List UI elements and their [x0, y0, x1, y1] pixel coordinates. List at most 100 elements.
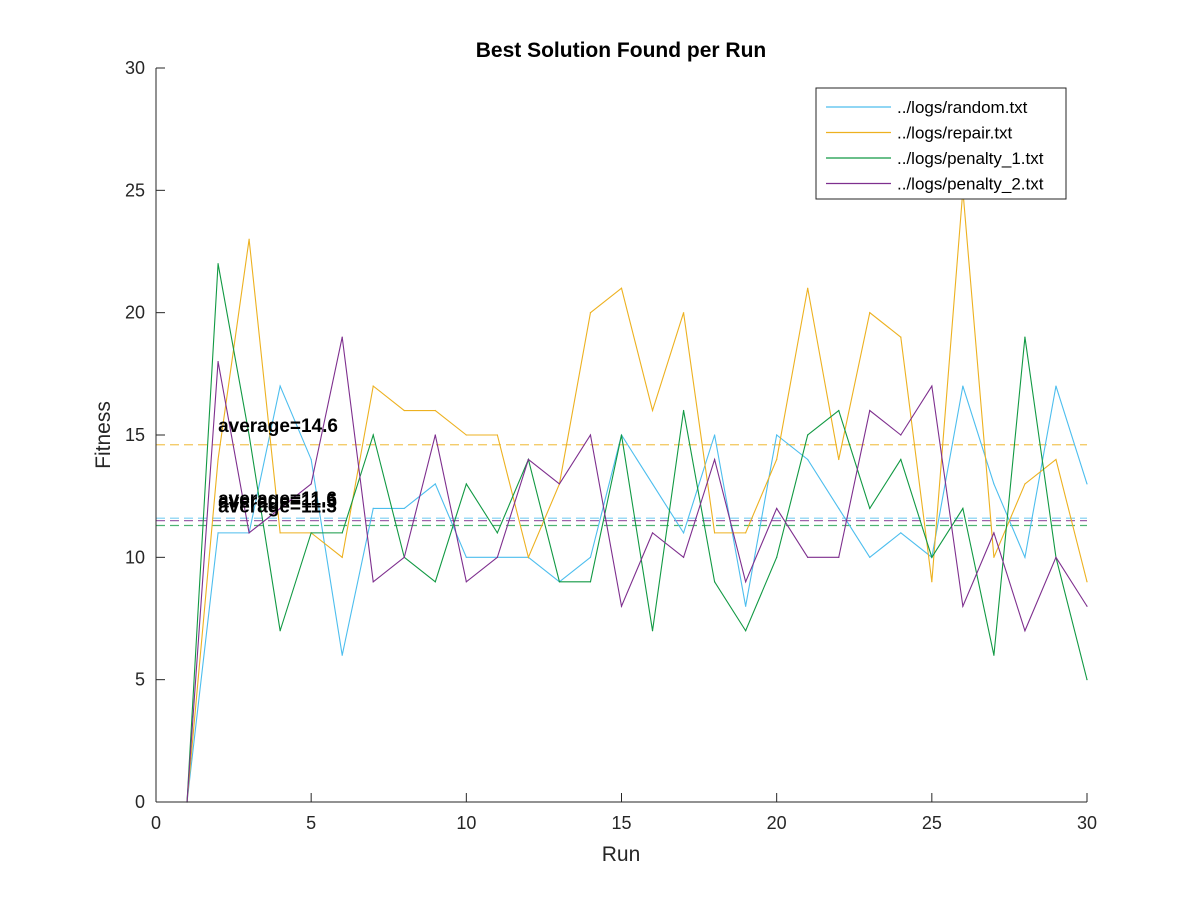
legend: ../logs/random.txt ../logs/repair.txt ../l… — [815, 87, 1067, 200]
data-point — [962, 507, 964, 509]
data-point — [434, 581, 436, 583]
data-point — [620, 434, 623, 436]
data-point — [869, 556, 871, 558]
data-point — [558, 581, 561, 583]
data-point — [1024, 630, 1026, 632]
data-point — [465, 581, 467, 583]
data-point — [1086, 483, 1088, 485]
data-point — [651, 409, 654, 412]
data-point — [589, 556, 592, 558]
data-point — [1055, 385, 1057, 387]
legend-entry: ../logs/repair.txt — [897, 124, 1013, 143]
data-point — [341, 336, 343, 338]
data-point — [993, 556, 995, 558]
series-line-3 — [186, 337, 1088, 803]
data-point — [248, 434, 250, 436]
data-point — [496, 556, 498, 558]
data-point — [838, 556, 840, 558]
y-ticks: 0 5 10 15 20 25 30 — [125, 58, 165, 812]
data-point — [1024, 336, 1026, 338]
data-point — [651, 532, 654, 534]
data-point — [807, 556, 809, 558]
data-point — [310, 458, 312, 461]
data-point — [838, 507, 840, 509]
average-annotation: average=14.6 — [218, 416, 338, 437]
data-point — [900, 532, 902, 534]
y-tick-label: 5 — [135, 670, 145, 690]
x-tick-label: 0 — [151, 813, 161, 833]
data-point — [217, 458, 219, 461]
data-point — [745, 581, 747, 583]
data-point — [807, 434, 809, 436]
data-point — [620, 605, 623, 607]
data-point — [838, 458, 840, 461]
data-point — [434, 409, 436, 412]
data-point — [465, 434, 467, 436]
data-point — [403, 556, 405, 558]
series-lines — [186, 189, 1088, 803]
average-annotation: average=11.5 — [218, 492, 337, 513]
y-axis-label: Fitness — [92, 401, 115, 469]
data-point — [807, 287, 809, 289]
data-point — [372, 434, 374, 436]
data-point — [776, 458, 778, 461]
x-tick-label: 30 — [1077, 813, 1097, 833]
legend-entry: ../logs/penalty_1.txt — [897, 149, 1044, 168]
data-point — [807, 458, 809, 461]
data-point — [776, 556, 778, 558]
data-point — [558, 483, 561, 485]
data-point — [776, 434, 778, 436]
x-axis-label: Run — [602, 843, 641, 866]
data-point — [682, 556, 685, 558]
data-point — [993, 483, 995, 485]
data-point — [931, 581, 933, 583]
data-point — [651, 630, 654, 632]
x-ticks: 0 5 10 15 20 25 30 — [151, 793, 1097, 833]
chart-title: Best Solution Found per Run — [476, 39, 766, 62]
data-point — [993, 532, 995, 534]
data-point — [372, 507, 374, 509]
average-annotation: average=11.3 — [218, 497, 337, 518]
average-lines — [156, 444, 1087, 527]
data-point — [341, 654, 343, 656]
data-point — [962, 605, 964, 607]
data-point — [434, 483, 436, 485]
data-point — [341, 532, 343, 534]
data-point — [1024, 483, 1026, 485]
data-point — [869, 409, 871, 412]
data-point — [589, 581, 592, 583]
data-point — [310, 483, 312, 485]
data-point — [527, 458, 530, 461]
y-tick-label: 15 — [125, 425, 145, 445]
data-point — [714, 532, 716, 534]
data-point — [1086, 605, 1088, 607]
data-point — [651, 483, 654, 485]
legend-entry: ../logs/random.txt — [897, 98, 1028, 117]
data-point — [279, 507, 281, 509]
data-point — [527, 556, 530, 558]
data-point — [372, 385, 374, 387]
data-point — [589, 312, 592, 314]
data-point — [993, 654, 995, 656]
data-point — [682, 312, 685, 314]
data-point — [1055, 556, 1057, 558]
data-point — [434, 434, 436, 436]
data-point — [745, 532, 747, 534]
data-point — [838, 409, 840, 412]
x-tick-label: 15 — [611, 813, 631, 833]
data-point — [1024, 556, 1026, 558]
data-point — [869, 507, 871, 509]
x-tick-label: 20 — [767, 813, 787, 833]
data-point — [403, 409, 405, 412]
data-point — [869, 312, 871, 314]
series-line-1 — [186, 190, 1088, 803]
data-point — [279, 385, 281, 387]
data-point — [900, 434, 902, 436]
data-point — [279, 532, 281, 534]
data-point — [931, 556, 933, 558]
y-tick-label: 30 — [125, 58, 145, 78]
data-point — [248, 238, 250, 240]
x-tick-label: 5 — [306, 813, 316, 833]
data-point — [714, 458, 716, 461]
